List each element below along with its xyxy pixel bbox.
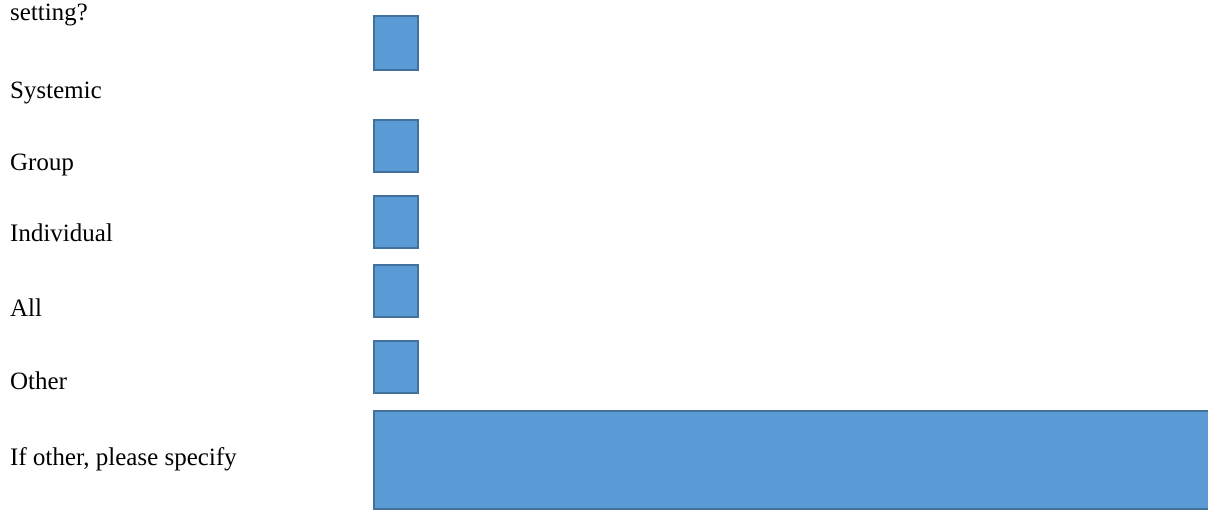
question-text: setting? bbox=[10, 0, 88, 26]
option-label-systemic: Systemic bbox=[10, 77, 102, 104]
other-specify-label: If other, please specify bbox=[10, 444, 237, 471]
checkbox-individual[interactable] bbox=[373, 195, 419, 249]
checkbox-group[interactable] bbox=[373, 119, 419, 173]
option-label-all: All bbox=[10, 295, 42, 322]
option-label-group: Group bbox=[10, 149, 74, 176]
checkbox-other[interactable] bbox=[373, 340, 419, 394]
checkbox-all[interactable] bbox=[373, 264, 419, 318]
other-specify-input[interactable] bbox=[373, 410, 1208, 510]
option-label-other: Other bbox=[10, 368, 67, 395]
checkbox-question-top[interactable] bbox=[373, 15, 419, 71]
option-label-individual: Individual bbox=[10, 220, 113, 247]
